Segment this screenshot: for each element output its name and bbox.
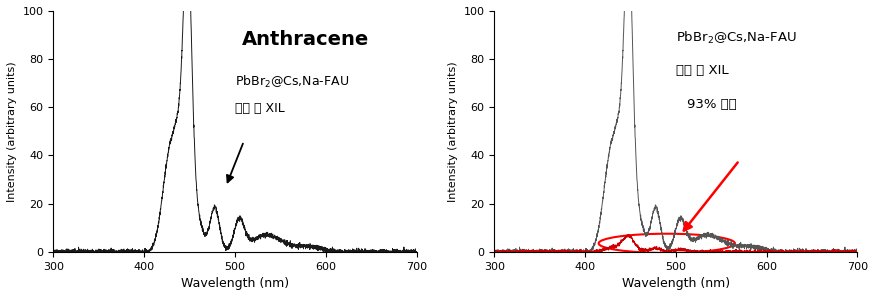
Text: Anthracene: Anthracene (242, 30, 369, 49)
Text: 93% 차폐: 93% 차폐 (687, 98, 737, 111)
X-axis label: Wavelength (nm): Wavelength (nm) (181, 277, 289, 290)
Text: PbBr$_2$@Cs,Na-FAU: PbBr$_2$@Cs,Na-FAU (676, 30, 797, 46)
Text: PbBr$_2$@Cs,Na-FAU: PbBr$_2$@Cs,Na-FAU (234, 74, 349, 90)
Y-axis label: Intensity (arbitrary units): Intensity (arbitrary units) (448, 61, 458, 202)
X-axis label: Wavelength (nm): Wavelength (nm) (622, 277, 730, 290)
Text: 차폐 전 XIL: 차폐 전 XIL (234, 102, 284, 116)
Y-axis label: Intensity (arbitrary units): Intensity (arbitrary units) (7, 61, 17, 202)
Text: 차폐 후 XIL: 차폐 후 XIL (676, 64, 729, 77)
